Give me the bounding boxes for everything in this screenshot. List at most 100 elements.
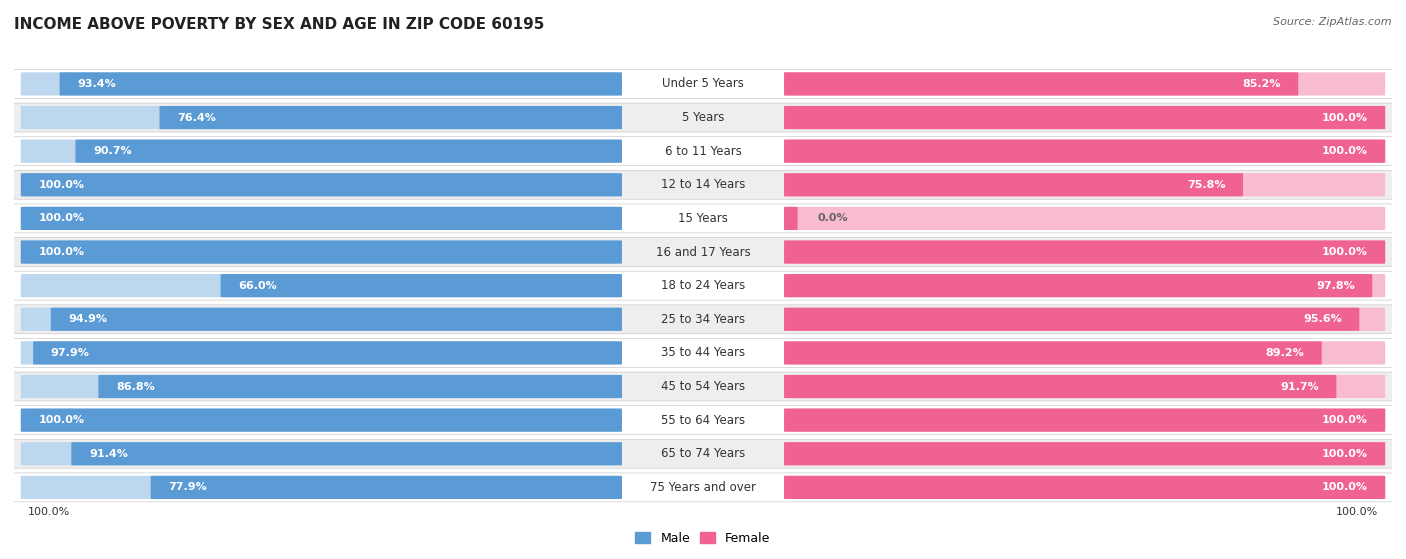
FancyBboxPatch shape <box>21 375 621 398</box>
FancyBboxPatch shape <box>21 409 621 432</box>
Text: 100.0%: 100.0% <box>1322 482 1368 492</box>
Text: 100.0%: 100.0% <box>1322 415 1368 425</box>
Text: 91.4%: 91.4% <box>89 449 128 459</box>
FancyBboxPatch shape <box>7 338 1399 367</box>
FancyBboxPatch shape <box>785 342 1385 364</box>
FancyBboxPatch shape <box>7 271 1399 300</box>
FancyBboxPatch shape <box>7 406 1399 434</box>
FancyBboxPatch shape <box>221 274 621 297</box>
FancyBboxPatch shape <box>7 103 1399 132</box>
Text: 93.4%: 93.4% <box>77 79 115 89</box>
Text: 100.0%: 100.0% <box>28 506 70 517</box>
Text: 55 to 64 Years: 55 to 64 Years <box>661 414 745 427</box>
Text: INCOME ABOVE POVERTY BY SEX AND AGE IN ZIP CODE 60195: INCOME ABOVE POVERTY BY SEX AND AGE IN Z… <box>14 17 544 32</box>
Text: 94.9%: 94.9% <box>69 314 107 324</box>
FancyBboxPatch shape <box>21 72 621 96</box>
Text: 100.0%: 100.0% <box>1322 449 1368 459</box>
Text: 85.2%: 85.2% <box>1241 79 1281 89</box>
Text: 75.8%: 75.8% <box>1187 180 1226 190</box>
FancyBboxPatch shape <box>785 207 1385 230</box>
FancyBboxPatch shape <box>785 342 1322 364</box>
FancyBboxPatch shape <box>7 473 1399 502</box>
FancyBboxPatch shape <box>7 170 1399 199</box>
Text: 66.0%: 66.0% <box>238 281 277 291</box>
FancyBboxPatch shape <box>7 69 1399 98</box>
Text: 97.8%: 97.8% <box>1316 281 1355 291</box>
FancyBboxPatch shape <box>21 106 621 129</box>
FancyBboxPatch shape <box>785 240 1385 264</box>
Text: 89.2%: 89.2% <box>1265 348 1305 358</box>
FancyBboxPatch shape <box>159 106 621 129</box>
Text: 65 to 74 Years: 65 to 74 Years <box>661 447 745 460</box>
Text: 100.0%: 100.0% <box>38 247 84 257</box>
Text: 75 Years and over: 75 Years and over <box>650 481 756 494</box>
FancyBboxPatch shape <box>21 207 621 230</box>
Text: 100.0%: 100.0% <box>1322 146 1368 156</box>
Text: 15 Years: 15 Years <box>678 212 728 225</box>
Text: 97.9%: 97.9% <box>51 348 90 358</box>
FancyBboxPatch shape <box>785 240 1385 264</box>
FancyBboxPatch shape <box>21 207 621 230</box>
FancyBboxPatch shape <box>21 476 621 499</box>
Text: 100.0%: 100.0% <box>1336 506 1378 517</box>
FancyBboxPatch shape <box>785 476 1385 499</box>
FancyBboxPatch shape <box>785 476 1385 499</box>
FancyBboxPatch shape <box>150 476 621 499</box>
FancyBboxPatch shape <box>785 375 1385 398</box>
FancyBboxPatch shape <box>785 106 1385 129</box>
Text: Under 5 Years: Under 5 Years <box>662 78 744 91</box>
FancyBboxPatch shape <box>72 442 621 465</box>
FancyBboxPatch shape <box>34 342 621 364</box>
FancyBboxPatch shape <box>785 72 1298 96</box>
Text: 35 to 44 Years: 35 to 44 Years <box>661 347 745 359</box>
FancyBboxPatch shape <box>21 240 621 264</box>
FancyBboxPatch shape <box>76 140 621 163</box>
Text: 18 to 24 Years: 18 to 24 Years <box>661 279 745 292</box>
Text: 45 to 54 Years: 45 to 54 Years <box>661 380 745 393</box>
Text: 25 to 34 Years: 25 to 34 Years <box>661 313 745 326</box>
FancyBboxPatch shape <box>21 274 621 297</box>
Text: 100.0%: 100.0% <box>38 214 84 224</box>
FancyBboxPatch shape <box>51 307 621 331</box>
Text: 86.8%: 86.8% <box>115 382 155 391</box>
Text: 90.7%: 90.7% <box>93 146 132 156</box>
FancyBboxPatch shape <box>59 72 621 96</box>
Text: 91.7%: 91.7% <box>1279 382 1319 391</box>
FancyBboxPatch shape <box>785 307 1360 331</box>
Text: 77.9%: 77.9% <box>169 482 207 492</box>
FancyBboxPatch shape <box>785 140 1385 163</box>
Text: 6 to 11 Years: 6 to 11 Years <box>665 145 741 158</box>
FancyBboxPatch shape <box>785 140 1385 163</box>
FancyBboxPatch shape <box>7 204 1399 233</box>
FancyBboxPatch shape <box>7 238 1399 267</box>
FancyBboxPatch shape <box>7 439 1399 468</box>
FancyBboxPatch shape <box>21 307 621 331</box>
Text: 100.0%: 100.0% <box>38 180 84 190</box>
FancyBboxPatch shape <box>785 106 1385 129</box>
Text: 95.6%: 95.6% <box>1303 314 1341 324</box>
FancyBboxPatch shape <box>21 342 621 364</box>
Text: 100.0%: 100.0% <box>1322 112 1368 122</box>
Text: 0.0%: 0.0% <box>818 214 848 224</box>
FancyBboxPatch shape <box>7 372 1399 401</box>
FancyBboxPatch shape <box>785 274 1372 297</box>
FancyBboxPatch shape <box>785 375 1337 398</box>
FancyBboxPatch shape <box>21 173 621 196</box>
FancyBboxPatch shape <box>785 207 797 230</box>
Text: Source: ZipAtlas.com: Source: ZipAtlas.com <box>1274 17 1392 27</box>
Text: 100.0%: 100.0% <box>1322 247 1368 257</box>
FancyBboxPatch shape <box>7 305 1399 334</box>
Text: 16 and 17 Years: 16 and 17 Years <box>655 245 751 258</box>
FancyBboxPatch shape <box>785 173 1243 196</box>
FancyBboxPatch shape <box>785 307 1385 331</box>
FancyBboxPatch shape <box>785 409 1385 432</box>
FancyBboxPatch shape <box>21 240 621 264</box>
FancyBboxPatch shape <box>21 442 621 465</box>
FancyBboxPatch shape <box>785 442 1385 465</box>
FancyBboxPatch shape <box>21 409 621 432</box>
Text: 100.0%: 100.0% <box>38 415 84 425</box>
Text: 5 Years: 5 Years <box>682 111 724 124</box>
FancyBboxPatch shape <box>7 137 1399 165</box>
Legend: Male, Female: Male, Female <box>630 527 776 550</box>
FancyBboxPatch shape <box>21 140 621 163</box>
